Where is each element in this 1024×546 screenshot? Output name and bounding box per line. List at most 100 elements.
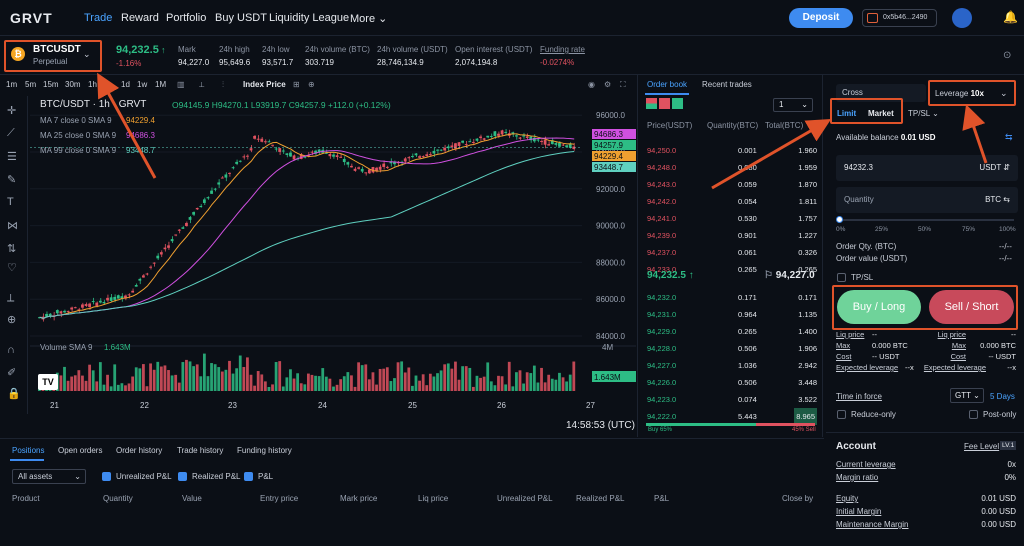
book-both-icon[interactable] [646, 98, 657, 109]
candlestick-chart-svg[interactable]: 96000.094000.092000.090000.088000.086000… [30, 96, 636, 436]
fib-icon[interactable]: ☰ [7, 151, 17, 163]
nav-trade[interactable]: Trade [84, 12, 113, 24]
timeframe-5m[interactable]: 5m [25, 80, 37, 89]
asks-row[interactable]: 94,233.0 0.265 0.265 [645, 261, 819, 278]
user-avatar[interactable] [952, 8, 972, 28]
tab-underline [10, 459, 44, 461]
price-chart[interactable]: 96000.094000.092000.090000.088000.086000… [30, 96, 636, 436]
stat-label-funding-rate[interactable]: Funding rate [540, 45, 585, 54]
timeframe-1m[interactable]: 1m [6, 80, 18, 89]
nav-reward[interactable]: Reward [121, 12, 159, 24]
tif-days[interactable]: 5 Days [990, 392, 1015, 401]
gear-icon[interactable]: ⚙ [604, 80, 612, 89]
zoom-icon[interactable]: ⊕ [7, 314, 17, 326]
pattern-icon[interactable]: ⋈ [7, 220, 18, 232]
time-in-force-select[interactable]: GTT ⌄ [950, 388, 984, 403]
lock-icon[interactable]: 🔒 [7, 388, 21, 400]
bids-row[interactable]: 94,229.0 0.265 1.400 [645, 323, 819, 340]
timeframe-30m[interactable]: 30m [65, 80, 81, 89]
grvt-logo[interactable]: GRVT [10, 10, 53, 26]
indicators-icon[interactable]: ⫶ [222, 80, 224, 89]
tab-tpsl[interactable]: TP/SL ⌄ [908, 109, 939, 118]
pencil-lock-icon[interactable]: ✐ [7, 367, 17, 379]
add-icon[interactable]: ⊕ [308, 80, 315, 89]
post-only-checkbox[interactable] [969, 410, 978, 419]
tab-limit[interactable]: Limit [837, 109, 857, 118]
tab-positions[interactable]: Positions [12, 446, 45, 455]
pnl-checkbox[interactable] [244, 472, 253, 481]
grid-icon[interactable]: ⊞ [293, 80, 300, 89]
index-price-button[interactable]: Index Price [243, 80, 286, 89]
nav-portfolio[interactable]: Portfolio [166, 12, 207, 24]
wallet-address-button[interactable]: 0x5b46...2490 [862, 9, 937, 27]
nav-more[interactable]: More ⌄ [350, 12, 387, 25]
tab-open-orders[interactable]: Open orders [58, 446, 103, 455]
volume-bar [493, 385, 497, 391]
book-bids-icon[interactable] [672, 98, 683, 109]
compare-icon[interactable]: ⟂ [199, 80, 205, 89]
tab-order-history[interactable]: Order history [116, 446, 163, 455]
tab-order-book[interactable]: Order book [647, 80, 688, 89]
settings-icon[interactable]: ⊙ [1003, 50, 1012, 61]
asks-row[interactable]: 94,243.0 0.059 1.870 [645, 176, 819, 193]
trendline-icon[interactable]: ⟋ [7, 127, 15, 139]
chart-type-icon[interactable]: ▥ [177, 80, 185, 89]
ruler-icon[interactable]: ⟂ [7, 292, 15, 304]
tab-recent-trades[interactable]: Recent trades [702, 80, 752, 89]
fullscreen-icon[interactable]: ⛶ [620, 80, 626, 89]
ob-mark-price: ⚐ 94,227.0 [764, 270, 815, 281]
timeframe-15m[interactable]: 15m [43, 80, 59, 89]
tab-funding-history[interactable]: Funding history [237, 446, 292, 455]
quantity-slider-track[interactable] [838, 219, 1014, 221]
bids-row[interactable]: 94,228.0 0.506 1.906 [645, 340, 819, 357]
asks-row[interactable]: 94,242.0 0.054 1.811 [645, 193, 819, 210]
bids-row[interactable]: 94,222.0 5.443 8.965 [645, 408, 819, 425]
sell-short-button[interactable]: Sell / Short [929, 290, 1014, 324]
nav-buy-usdt[interactable]: Buy USDT [215, 12, 267, 24]
asks-row[interactable]: 94,239.0 0.901 1.227 [645, 227, 819, 244]
bids-row[interactable]: 94,227.0 1.036 2.942 [645, 357, 819, 374]
bell-icon[interactable]: 🔔 [1003, 10, 1018, 24]
asks-row[interactable]: 94,250.0 0.001 1.960 [645, 142, 819, 159]
chevron-down-icon[interactable]: ⌄ [83, 49, 91, 59]
tab-market[interactable]: Market [868, 109, 894, 118]
measure-icon[interactable]: ⇅ [7, 243, 17, 255]
bids-row[interactable]: 94,231.0 0.964 1.135 [645, 306, 819, 323]
precision-select[interactable]: 1 ⌄ [773, 98, 813, 112]
camera-icon[interactable]: ◉ [588, 80, 595, 89]
book-view-toggle[interactable] [646, 98, 686, 110]
timeframe-1h[interactable]: 1h [88, 80, 97, 89]
asks-row[interactable]: 94,237.0 0.061 0.326 [645, 244, 819, 261]
symbol-selector[interactable] [4, 40, 102, 72]
timeframe-1M[interactable]: 1M [155, 80, 167, 89]
heart-icon[interactable]: ♡ [7, 262, 17, 274]
deposit-button[interactable]: Deposit [789, 8, 853, 28]
timeframe-1d[interactable]: 1d [121, 80, 130, 89]
asks-row[interactable]: 94,241.0 0.530 1.757 [645, 210, 819, 227]
asks-row[interactable]: 94,248.0 0.080 1.959 [645, 159, 819, 176]
magnet-icon[interactable]: ∩ [7, 344, 15, 356]
reduce-only-checkbox[interactable] [837, 410, 846, 419]
text-icon[interactable]: T [7, 196, 14, 208]
bids-row[interactable]: 94,226.0 0.506 3.448 [645, 374, 819, 391]
chevron-down-icon[interactable]: ⌄ [104, 80, 111, 89]
timeframe-1w[interactable]: 1w [137, 80, 148, 89]
price-input[interactable]: 94232.3 USDT ⇵ [836, 155, 1018, 181]
bids-row[interactable]: 94,223.0 0.074 3.522 [645, 391, 819, 408]
crosshair-icon[interactable]: ✛ [7, 105, 17, 117]
quantity-slider-handle[interactable] [836, 216, 843, 223]
brush-icon[interactable]: ✎ [7, 174, 17, 186]
volume-bar [489, 381, 493, 391]
quantity-input[interactable]: Quantity BTC ⇆ [836, 187, 1018, 213]
tpsl-checkbox[interactable] [837, 273, 846, 282]
realized-pnl-checkbox[interactable] [178, 472, 187, 481]
assets-filter-select[interactable]: All assets ⌄ [12, 469, 86, 484]
margin-mode-select[interactable]: Cross [836, 84, 926, 102]
nav-liquidity-league[interactable]: Liquidity League [269, 12, 350, 24]
transfer-icon[interactable]: ⇆ [1005, 132, 1013, 142]
unrealized-pnl-checkbox[interactable] [102, 472, 111, 481]
buy-long-button[interactable]: Buy / Long [837, 290, 921, 324]
bids-row[interactable]: 94,232.0 0.171 0.171 [645, 289, 819, 306]
tab-trade-history[interactable]: Trade history [177, 446, 224, 455]
book-asks-icon[interactable] [659, 98, 670, 109]
